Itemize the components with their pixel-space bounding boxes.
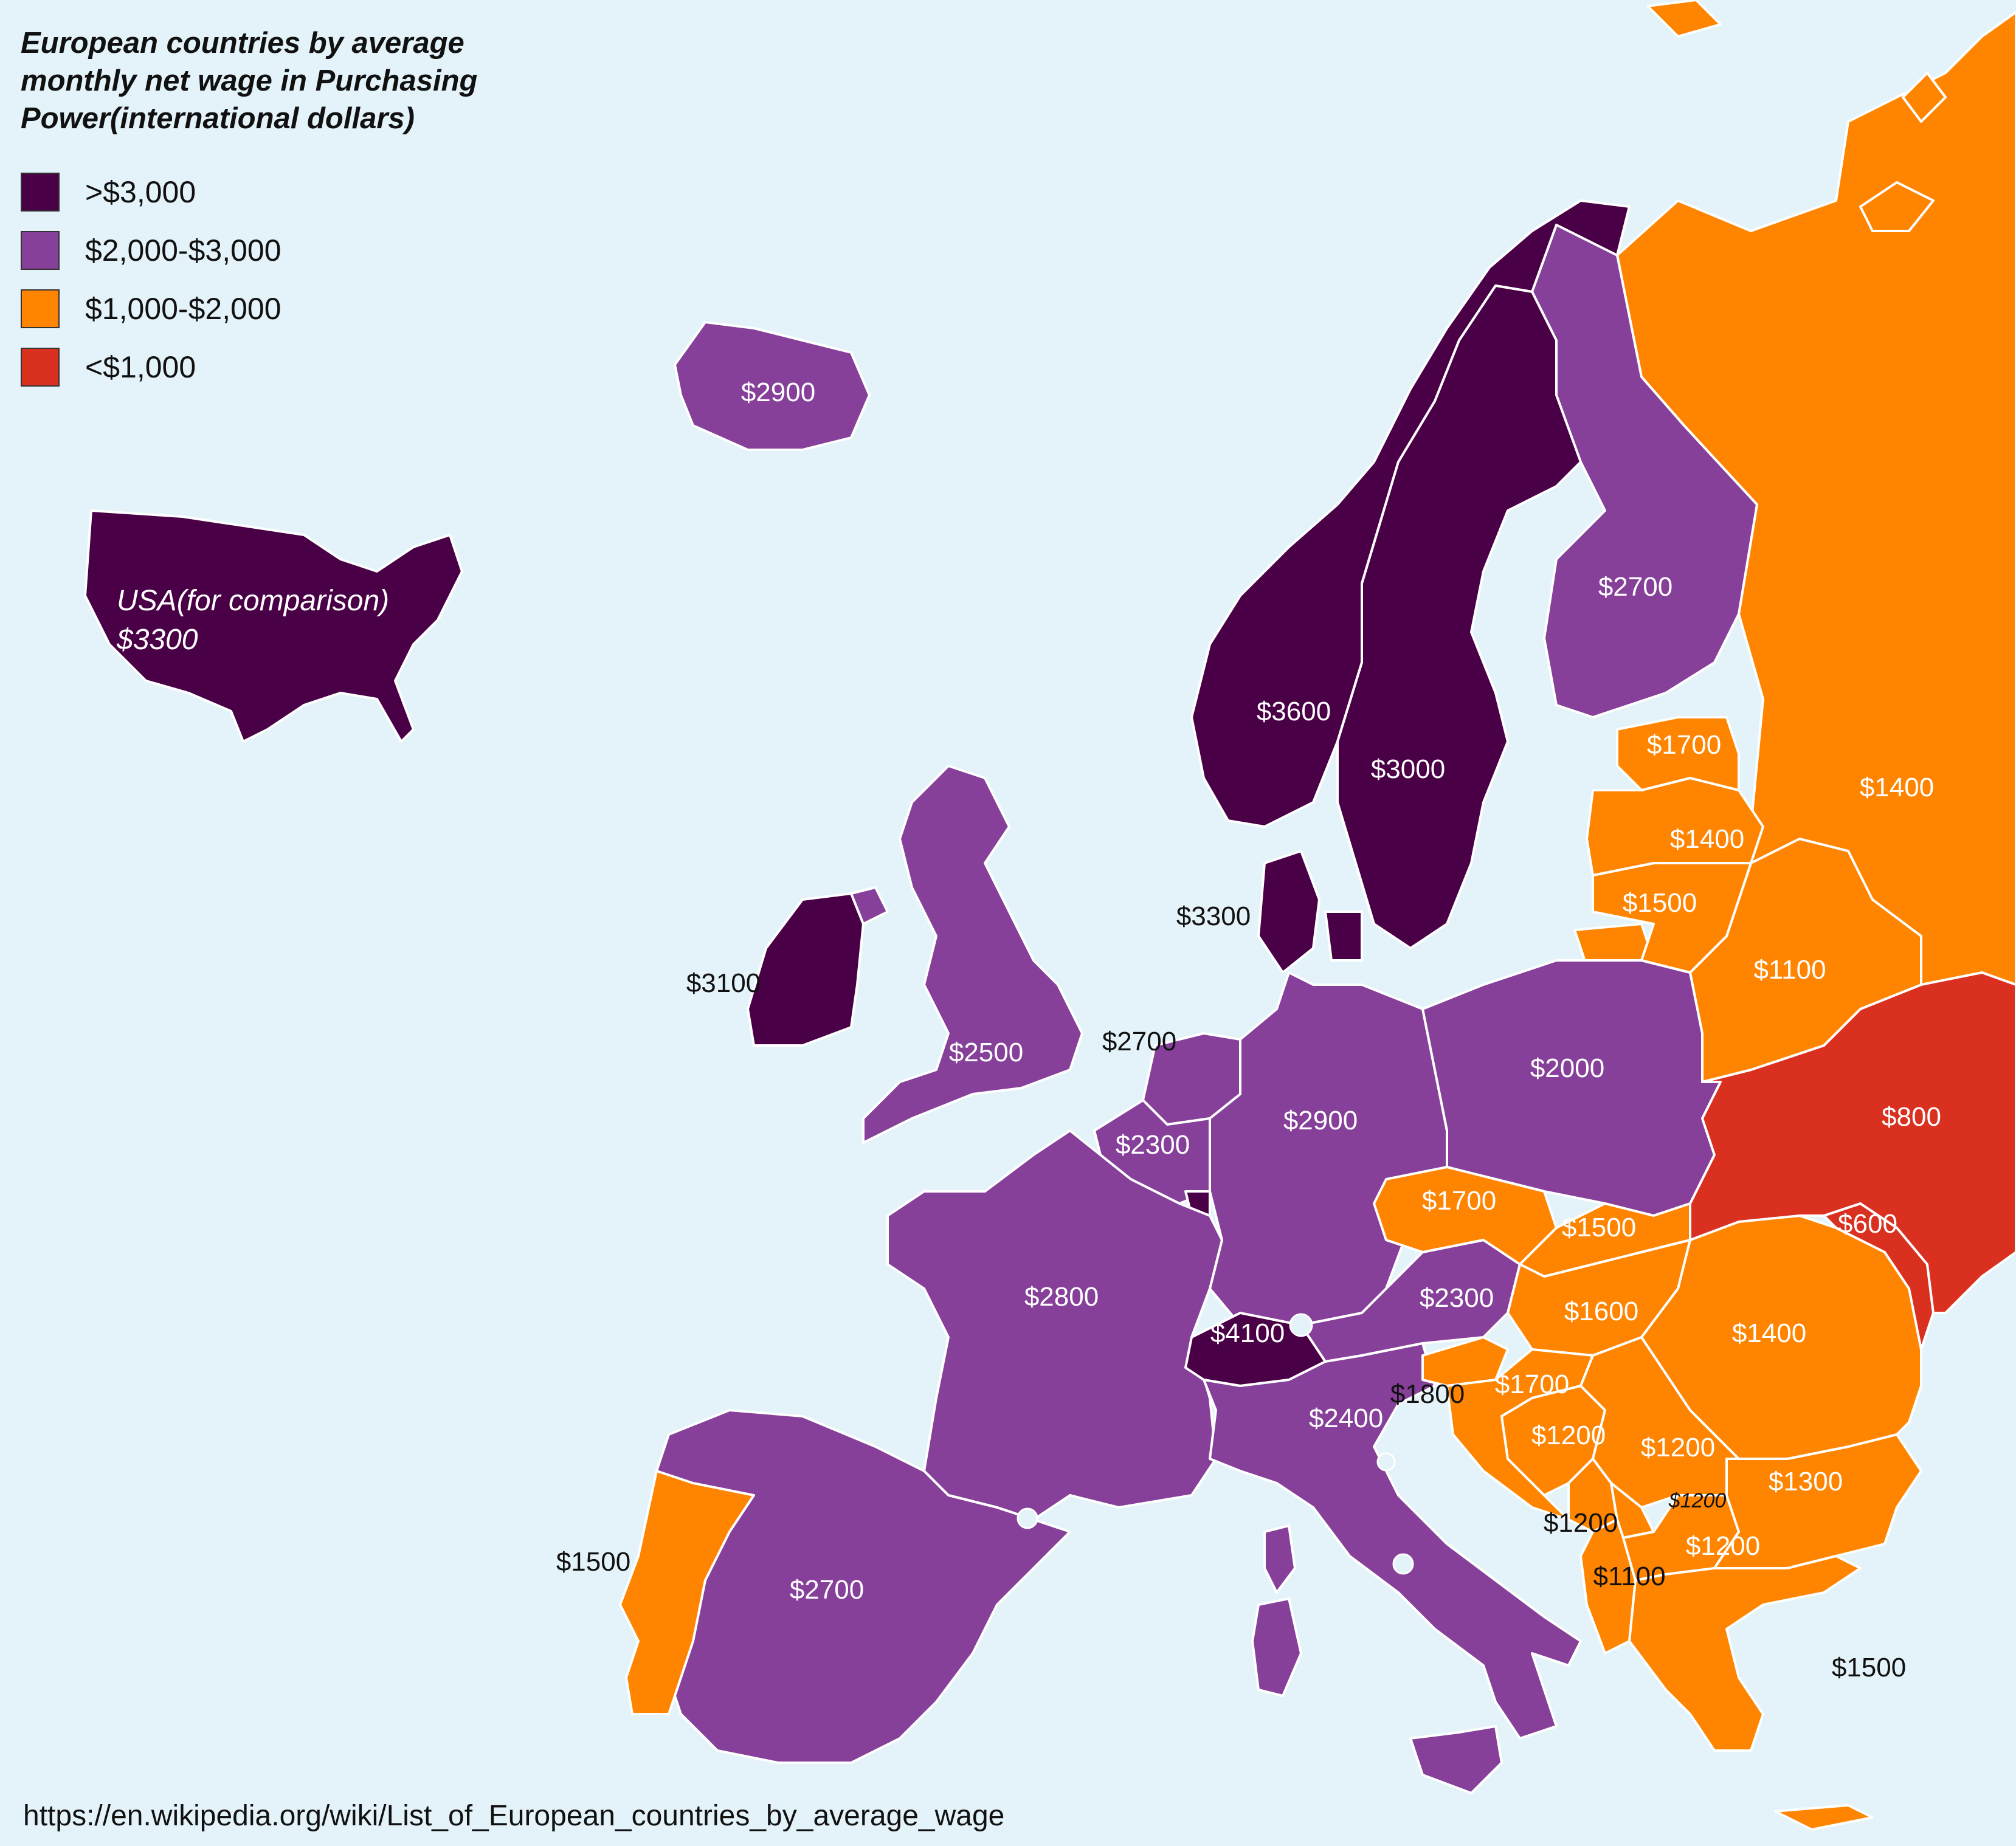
legend-item: $2,000-$3,000: [21, 221, 281, 280]
label-uk: $2500: [949, 1038, 1023, 1067]
ireland-region: [747, 892, 865, 1047]
label-albania: $1100: [1593, 1562, 1665, 1591]
label-austria: $2300: [1420, 1283, 1494, 1313]
label-spain: $2700: [790, 1575, 864, 1605]
label-belgium: $2300: [1116, 1130, 1190, 1160]
label-moldova: $600: [1838, 1209, 1897, 1239]
label-croatia: $1700: [1495, 1369, 1569, 1399]
label-ukraine: $800: [1882, 1102, 1941, 1132]
italy-region: [1203, 1342, 1582, 1740]
label-russia: $1400: [1860, 773, 1934, 802]
source-link[interactable]: https://en.wikipedia.org/wiki/List_of_Eu…: [23, 1800, 1005, 1832]
legend-swatch: [21, 231, 60, 270]
label-norway: $3600: [1257, 697, 1331, 726]
label-usa-line2: $3300: [116, 624, 198, 656]
sardinia-region: [1251, 1597, 1302, 1697]
label-ireland: $3100: [686, 968, 761, 998]
uk-region: [850, 765, 1083, 1144]
label-kosovo: $1200: [1668, 1489, 1727, 1512]
label-slovakia: $1500: [1562, 1213, 1636, 1242]
liechtenstein-dot: [1289, 1313, 1313, 1337]
label-lithuania: $1500: [1623, 888, 1697, 918]
label-romania: $1400: [1732, 1318, 1806, 1348]
andorra-dot: [1017, 1507, 1038, 1529]
san-marino-dot: [1376, 1452, 1396, 1472]
label-france: $2800: [1024, 1282, 1099, 1312]
legend-item: >$3,000: [21, 163, 281, 221]
label-hungary: $1600: [1564, 1297, 1638, 1326]
label-slovenia: $1800: [1390, 1379, 1465, 1409]
greece-region: [1628, 1555, 1874, 1831]
legend-label: $1,000-$2,000: [85, 292, 281, 326]
sweden-region: [1336, 284, 1582, 949]
label-bulgaria: $1300: [1769, 1467, 1843, 1496]
legend-item: $1,000-$2,000: [21, 280, 281, 338]
legend: >$3,000 $2,000-$3,000 $1,000-$2,000 <$1,…: [21, 163, 281, 396]
corsica-region: [1263, 1524, 1296, 1594]
label-czechia: $1700: [1422, 1186, 1496, 1216]
legend-swatch: [21, 173, 60, 212]
legend-swatch: [21, 348, 60, 387]
sicily-region: [1409, 1725, 1503, 1794]
label-serbia: $1200: [1641, 1433, 1715, 1462]
label-netherlands: $2700: [1102, 1027, 1176, 1056]
label-sweden: $3000: [1371, 754, 1445, 784]
label-portugal: $1500: [556, 1547, 630, 1577]
label-latvia: $1400: [1670, 824, 1744, 854]
legend-label: <$1,000: [85, 350, 196, 384]
legend-item: <$1,000: [21, 338, 281, 396]
label-finland: $2700: [1598, 572, 1673, 602]
denmark-region: [1257, 850, 1363, 974]
legend-swatch: [21, 289, 60, 328]
label-iceland: $2900: [741, 377, 815, 407]
map-title: European countries by average monthly ne…: [21, 27, 478, 135]
legend-label: $2,000-$3,000: [85, 233, 281, 267]
russia-islands: [1646, 0, 1947, 232]
iceland-region: [674, 321, 871, 451]
label-bosnia: $1200: [1531, 1421, 1606, 1450]
label-montenegro: $1200: [1544, 1508, 1618, 1538]
label-germany: $2900: [1283, 1106, 1358, 1135]
legend-label: >$3,000: [85, 175, 196, 209]
label-estonia: $1700: [1647, 730, 1721, 760]
usa-region: [84, 509, 463, 743]
label-switzerland: $4100: [1210, 1318, 1285, 1348]
label-greece: $1500: [1832, 1653, 1906, 1682]
label-italy: $2400: [1309, 1403, 1383, 1433]
portugal-region: [619, 1470, 755, 1715]
label-north-macedonia: $1200: [1686, 1531, 1760, 1561]
label-usa-line1: USA(for comparison): [117, 585, 389, 617]
belarus-region: [1689, 838, 1922, 1083]
vatican-dot: [1392, 1553, 1414, 1575]
label-poland: $2000: [1530, 1053, 1604, 1083]
label-denmark: $3300: [1176, 901, 1251, 931]
label-belarus: $1100: [1753, 955, 1826, 985]
estonia-region: [1616, 716, 1740, 791]
